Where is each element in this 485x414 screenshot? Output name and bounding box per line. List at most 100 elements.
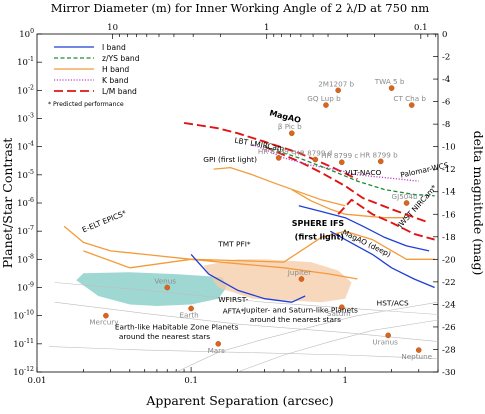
right-tick-label: -24 <box>442 300 456 310</box>
top-axis-title: Mirror Diameter (m) for Inner Working An… <box>51 1 429 15</box>
series-wfirst-afta <box>190 253 306 303</box>
reference-curve-3 <box>237 319 439 373</box>
point-venus <box>164 284 171 291</box>
top-tick-label: 10 <box>107 23 118 33</box>
right-tick-label: -4 <box>442 75 450 85</box>
point-label: HR 8799 c <box>321 151 358 160</box>
point-label: TWA 5 b <box>374 77 405 86</box>
point-gj504b <box>403 200 410 206</box>
point-neptune <box>415 347 422 353</box>
point-label: 2M1207 b <box>318 79 354 88</box>
right-tick-label: -12 <box>442 165 456 175</box>
point-label: HR 8799 d <box>294 149 332 158</box>
point-jupiter <box>298 276 305 282</box>
series-magao-deep <box>298 205 430 252</box>
series-hst-acs <box>329 230 435 289</box>
y-tick-label: 10-10 <box>13 310 34 322</box>
region-0 <box>76 272 227 306</box>
series-gpi-first-light <box>213 166 346 207</box>
x-tick-label: 0.1 <box>184 376 198 386</box>
series-sphere-ifs-first-light <box>291 189 407 219</box>
annotation-palomar-wcs: Palomar-WCS <box>400 160 450 179</box>
point-label: Venus <box>154 277 176 286</box>
point-pic-b <box>288 130 295 137</box>
point-label: Mercury <box>89 318 119 327</box>
x-axis-title: Apparent Separation (arcsec) <box>145 393 333 408</box>
point-mars <box>215 341 222 347</box>
point-hr-8799-e <box>275 155 282 161</box>
right-tick-label: -26 <box>442 323 456 333</box>
right-tick-label: -20 <box>442 255 456 265</box>
legend-box <box>44 40 154 110</box>
right-tick-label: -8 <box>442 120 450 130</box>
x-tick-label: 1 <box>343 376 348 386</box>
point-label: β Pic b <box>278 122 302 131</box>
point-hr-8799-b <box>377 158 384 165</box>
right-tick-label: -28 <box>442 345 456 355</box>
annotation-hst-acs: HST/ACS <box>377 298 409 307</box>
annotation-around-the-nearest-stars: around the nearest stars <box>250 315 341 324</box>
series-palomar-wcs <box>264 146 435 197</box>
point-label: Jupiter <box>287 268 311 277</box>
point-label: Earth <box>179 310 198 319</box>
point-hr-8799-c <box>338 159 345 166</box>
right-axis-title: delta magnitude (mag) <box>471 131 485 276</box>
legend-note: * Predicted performance <box>48 101 124 108</box>
annotation-magao-deep: MagAO (deep) <box>341 228 393 259</box>
annotation-tmt-pfi: TMT PFI* <box>217 240 251 249</box>
right-tick-label: -2 <box>442 53 450 63</box>
right-tick-label: -22 <box>442 278 456 288</box>
right-tick-label: -16 <box>442 210 456 220</box>
y-tick-label: 10-7 <box>17 225 34 237</box>
y-tick-label: 10-9 <box>17 282 34 294</box>
y-tick-label: 10-1 <box>17 56 34 68</box>
point-gq-lup-b <box>323 102 329 108</box>
reference-curve-0 <box>54 301 439 342</box>
annotation-gpi-first-light: GPI (first light) <box>203 155 257 164</box>
y-tick-label: 10-12 <box>13 366 34 378</box>
point-mercury <box>103 312 109 319</box>
legend-label: K band <box>102 76 129 85</box>
x-tick-label: 0.01 <box>28 376 47 386</box>
point-label: GJ504b <box>392 192 418 201</box>
legend-label: H band <box>102 65 129 74</box>
y-tick-label: 10-3 <box>17 113 34 125</box>
right-tick-label: -14 <box>442 188 456 198</box>
reference-curve-4 <box>49 346 439 359</box>
annotation-earth-like-habitable-zone-planets: Earth-like Habitable Zone Planets <box>115 323 239 332</box>
y-tick-label: 10-6 <box>17 197 34 209</box>
y-tick-label: 10-4 <box>17 141 34 153</box>
point-uranus <box>385 332 391 339</box>
series-tmt-pfi <box>83 230 435 269</box>
annotation-first-light: (first light) <box>295 233 344 242</box>
y-tick-label: 10-5 <box>17 169 34 181</box>
series-jwst-nircam <box>337 198 435 241</box>
point-label: CT Cha b <box>393 94 426 103</box>
reference-curve-2 <box>176 301 439 373</box>
y-tick-label: 10-8 <box>17 253 34 265</box>
right-tick-label: -30 <box>442 368 456 378</box>
point-label: HR 8799 e <box>258 147 296 156</box>
legend-label: z/YS band <box>102 54 140 63</box>
right-tick-label: -18 <box>442 233 456 243</box>
series-vlt-naco <box>252 143 419 182</box>
y-tick-label: 100 <box>19 28 34 40</box>
legend-label: I band <box>102 43 126 52</box>
top-tick-label: 0.1 <box>414 23 428 33</box>
point-2m1207-b <box>335 87 341 94</box>
right-tick-label: -6 <box>442 98 450 108</box>
point-label: GQ Lup b <box>307 94 341 103</box>
y-axis-title: Planet/Star Contrast <box>0 138 15 269</box>
annotation-jupiter-and-saturn-like-planets: Jupiter- and Saturn-like Planets <box>243 305 358 314</box>
point-label: Saturn <box>327 309 351 318</box>
y-tick-label: 10-2 <box>17 84 34 96</box>
annotation-jwst-nircam: JWST NIRCam* <box>395 183 439 230</box>
point-ct-cha-b <box>408 102 415 108</box>
point-saturn <box>338 304 345 310</box>
point-label: HR 8799 b <box>360 150 398 159</box>
annotation-e-elt-epics: E-ELT EPICS* <box>81 208 128 234</box>
right-tick-label: 0 <box>442 30 447 40</box>
annotation-around-the-nearest-stars: around the nearest stars <box>119 332 210 341</box>
